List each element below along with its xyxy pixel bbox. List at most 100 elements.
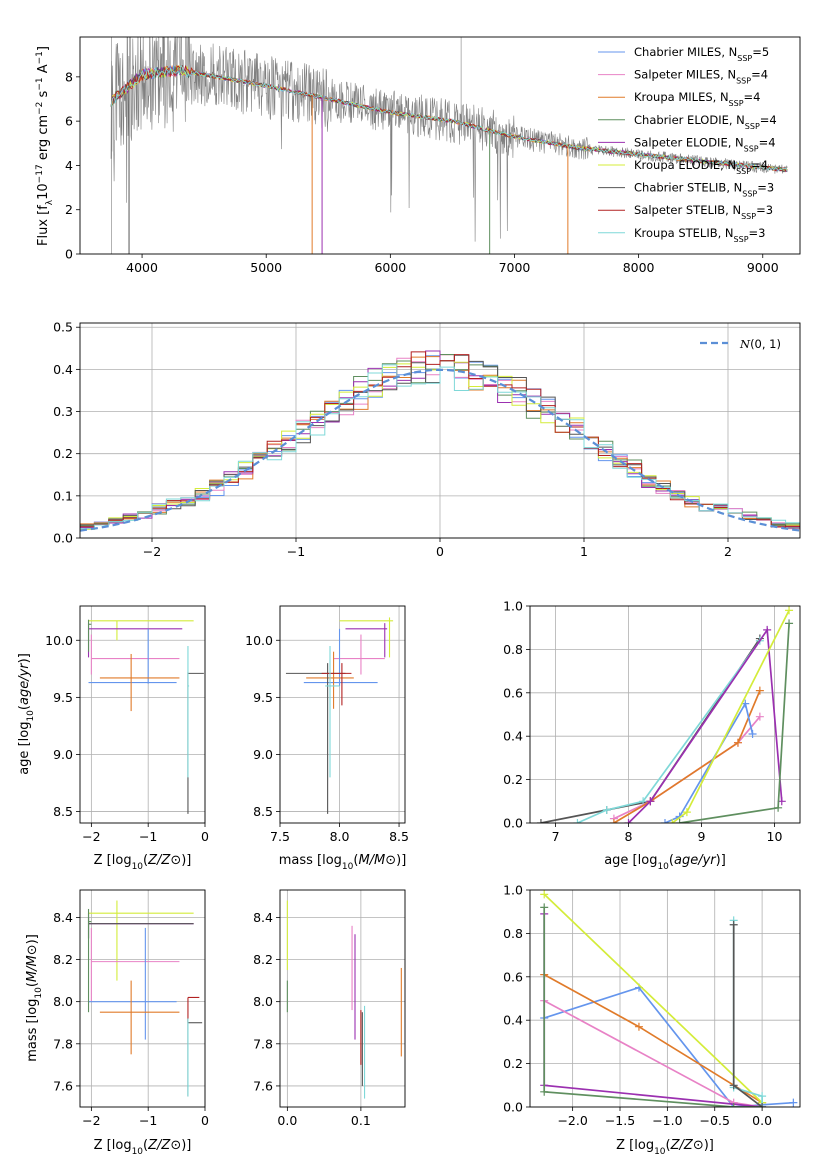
label-part: 10 bbox=[132, 1147, 144, 1157]
label-part: Z [ bbox=[94, 1138, 112, 1153]
grid bbox=[280, 890, 405, 1107]
x-tick-label: 6000 bbox=[374, 260, 406, 275]
plot-area bbox=[87, 619, 204, 814]
label-part: Z/Z bbox=[670, 1138, 694, 1153]
y-tick-label: 8 bbox=[65, 69, 73, 84]
legend-entry: Chabrier STELIB, NSSP=3 bbox=[634, 181, 774, 199]
label-part: mass [ bbox=[25, 1018, 40, 1061]
mass-weight-point bbox=[661, 819, 669, 823]
mass-weight-point bbox=[682, 808, 691, 817]
mass-weight-point bbox=[540, 890, 549, 899]
axes-frame bbox=[279, 889, 406, 1108]
y-tick-label: 8.0 bbox=[53, 994, 73, 1009]
grid bbox=[530, 889, 800, 1108]
plot-area bbox=[286, 900, 402, 1099]
mass-weight-point bbox=[624, 819, 633, 823]
mass-weight-series-1 bbox=[543, 973, 763, 1104]
mass-weight-point bbox=[729, 1081, 738, 1090]
legend-entry: N(0, 1) bbox=[739, 337, 781, 351]
legend-name: Chabrier MILES, N bbox=[634, 45, 737, 59]
y-tick-label: 8.4 bbox=[253, 910, 273, 925]
y-tick-label: 2 bbox=[65, 202, 73, 217]
mass-weight-point bbox=[540, 903, 549, 912]
mass-weight-series-1 bbox=[577, 640, 761, 823]
label-part: age [ bbox=[17, 741, 32, 774]
x-tick-label: −1 bbox=[287, 544, 305, 559]
mass-weight-series-3 bbox=[543, 913, 763, 1107]
x-tick-label: 10 bbox=[767, 829, 783, 844]
mass-weight-point bbox=[785, 619, 794, 628]
x-tick-label: 8000 bbox=[623, 260, 655, 275]
label-part: log bbox=[25, 999, 40, 1019]
label-part: erg cm bbox=[36, 115, 51, 164]
y-tick-label: 0.2 bbox=[53, 446, 73, 461]
x-tick-label: 8 bbox=[625, 829, 633, 844]
legend-eq: =5 bbox=[752, 45, 769, 59]
legend-sub: SSP bbox=[734, 234, 749, 243]
legend-name: Chabrier ELODIE, N bbox=[634, 113, 745, 127]
mass-weight-point bbox=[675, 819, 684, 823]
legend-eq: =3 bbox=[757, 181, 774, 195]
plot-area bbox=[285, 617, 394, 814]
x-tick-label: 0 bbox=[201, 1113, 209, 1128]
x-axis-label: Z [log10(Z/Z⊙)] bbox=[94, 1138, 192, 1157]
label-part: M/M bbox=[25, 955, 40, 982]
axes-mw_vs_Z: −2.0 −1.5 −1.0 −0.5 0.0 0.0 0.2 0.4 0.6 0.8 1.0 bbox=[503, 883, 801, 1128]
x-tick-label: −2 bbox=[143, 544, 161, 559]
y-tick-label: 0.8 bbox=[503, 926, 523, 941]
legend-eq: =4 bbox=[751, 158, 768, 172]
axes-mass_vs_Z: −2 −1 0 7.6 7.8 8.0 8.2 8.4 bbox=[53, 889, 209, 1128]
y-tick-label: 0.4 bbox=[503, 729, 523, 744]
mass-weight-point bbox=[748, 730, 757, 739]
axes-age_vs_Z: −2 −1 0 8.5 9.0 9.5 10.0 bbox=[45, 605, 209, 844]
label-part: log bbox=[17, 722, 32, 742]
y-tick-label: 6 bbox=[65, 114, 73, 129]
label-part: ( bbox=[666, 1138, 671, 1153]
frame: 0.0 0.1 7.6 7.8 8.0 8.2 8.4 bbox=[253, 889, 406, 1128]
legend-name: Kroupa MILES, N bbox=[634, 90, 729, 104]
mass-weight-point bbox=[536, 819, 545, 823]
label-part: s bbox=[36, 90, 51, 101]
label-part: −1 bbox=[35, 51, 45, 64]
mass-weight-point bbox=[774, 803, 783, 812]
y-tick-label: 0.2 bbox=[503, 772, 523, 787]
label-part: λ bbox=[45, 199, 55, 205]
label-part: 10 bbox=[132, 862, 144, 872]
y-tick-label: 9.0 bbox=[253, 747, 273, 762]
axes-frame bbox=[529, 605, 801, 824]
axes-frame bbox=[279, 605, 406, 824]
y-tick-label: 1.0 bbox=[503, 883, 523, 898]
label-part: ( bbox=[353, 853, 358, 868]
y-tick-label: 7.8 bbox=[53, 1036, 73, 1051]
x-axis-label: Z [log10(Z/Z⊙)] bbox=[94, 853, 192, 872]
label-part: 10 bbox=[342, 862, 354, 872]
y-tick-label: 0.0 bbox=[53, 531, 73, 546]
grid bbox=[80, 606, 206, 823]
plot-area bbox=[540, 890, 798, 1107]
legend-args: (0, 1) bbox=[750, 337, 781, 351]
label-part: M/M bbox=[358, 853, 385, 868]
mass-weight-point bbox=[573, 819, 582, 823]
label-part: ( bbox=[143, 1138, 148, 1153]
x-tick-label: 7000 bbox=[499, 260, 531, 275]
x-tick-label: −1.5 bbox=[605, 1113, 635, 1128]
legend-sub: SSP bbox=[742, 189, 757, 198]
x-tick-label: 9000 bbox=[747, 260, 779, 275]
label-part: log bbox=[638, 853, 658, 868]
legend-sub: SSP bbox=[736, 76, 751, 85]
y-tick-label: 0.6 bbox=[503, 685, 523, 700]
frame: −2.0 −1.5 −1.0 −0.5 0.0 0.0 0.2 0.4 0.6 0.8 1.0 bbox=[503, 883, 801, 1128]
y-tick-label: 7.8 bbox=[253, 1036, 273, 1051]
plot-area bbox=[87, 900, 203, 1097]
x-tick-label: 8.5 bbox=[389, 829, 409, 844]
label-part: )] bbox=[17, 653, 32, 663]
frame: 7.5 8.0 8.5 8.5 9.0 9.5 10.0 bbox=[245, 605, 409, 844]
gaussian-curve bbox=[80, 368, 800, 532]
y-tick-label: 0.2 bbox=[503, 1056, 523, 1071]
legend-name: Chabrier STELIB, N bbox=[634, 181, 742, 195]
mass-weight-point bbox=[646, 797, 655, 806]
mass-weight-point bbox=[755, 712, 764, 721]
x-axis-label: age [log10(age/yr)] bbox=[604, 853, 726, 872]
